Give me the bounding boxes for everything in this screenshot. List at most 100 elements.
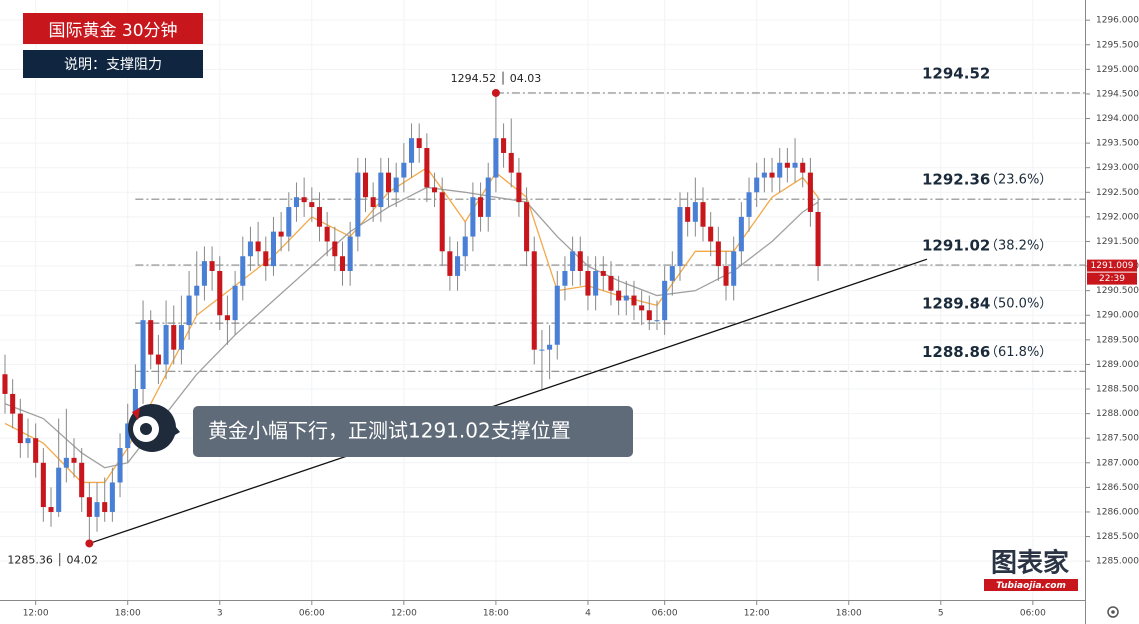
candle-body [662,280,668,321]
candle-body [56,467,62,512]
candle-body [255,241,261,252]
candle-body [40,462,46,508]
candle-body [462,236,468,257]
level-note: （50.0%） [985,297,1052,312]
candle-body [194,285,200,296]
candle-body [232,285,238,321]
y-tick-label: 1289.500 [1096,335,1139,345]
candle-body [815,211,821,267]
candle-body [416,138,422,149]
candle-body [769,172,775,178]
candle-body [692,202,698,222]
logo-name: 图表家 [991,548,1069,579]
candle-body [209,261,215,271]
y-tick-label: 1295.500 [1096,40,1139,50]
candle-body [401,162,407,178]
candle-body [316,207,323,227]
level-label: 1294.52 [922,64,990,82]
candle-body [17,413,23,444]
candle-body [623,295,629,301]
candle-body [347,236,353,271]
y-tick-label: 1288.000 [1096,409,1139,419]
candle-body [293,197,299,208]
candle-body [171,325,177,350]
candle-body [516,172,522,203]
candle-body [478,197,484,217]
y-tick-label: 1285.500 [1096,532,1139,542]
candle-body [616,290,622,301]
candle-body [86,497,92,517]
candle-body [708,226,714,242]
callout-text: 黄金小幅下行，正测试1291.02支撑位置 [208,419,571,443]
x-tick-label: 06:00 [299,609,325,619]
candle-body [608,275,614,291]
candle-body [738,216,744,252]
y-tick-label: 1288.500 [1096,385,1139,395]
candle-body [600,270,606,276]
y-tick-label: 1286.500 [1096,483,1139,493]
candle-body [278,231,284,237]
candle-body [155,354,161,365]
candle-body [501,138,507,153]
x-tick-label: 06:00 [652,609,678,619]
header-title: 国际黄金 30分钟 [23,13,203,44]
annotation-dot [491,88,500,97]
y-tick-label: 1296.000 [1096,16,1139,26]
candle-body [524,202,530,252]
candle-body [723,266,729,286]
candle-body [247,241,253,257]
candle-body [439,192,445,252]
candle-body [570,251,576,271]
candle-body [63,457,69,468]
x-tick-label: 06:00 [1020,609,1046,619]
y-tick-label: 1290.500 [1096,286,1139,296]
level-label: 1289.84 [922,295,990,313]
x-tick-label: 18:00 [836,609,862,619]
candle-body [270,231,276,267]
candle-body [240,256,246,286]
x-tick-label: 3 [217,609,223,619]
candle-body [761,172,767,178]
candle-body [408,138,415,163]
avatar-icon [128,404,180,452]
y-tick-label: 1292.500 [1096,188,1139,198]
candle-body [332,241,338,257]
y-tick-label: 1286.000 [1096,507,1139,517]
time-tag [1087,272,1137,285]
candle-body [117,448,123,483]
candle-body [201,261,207,286]
candle-body [531,251,537,350]
candle-body [547,344,553,350]
candle-body [132,389,138,424]
callout-box [193,406,633,457]
plot-area: 1294.52 1292.36（23.6%） 1291.02（38.2%） 1289.… [2,64,1085,566]
candle-body [470,197,476,237]
logo-bar [984,579,1078,591]
candle-body [685,207,691,222]
candle-body [631,295,637,306]
x-tick-label: 4 [585,609,591,619]
candle-body [715,241,721,267]
y-tick-label: 1291.500 [1096,237,1139,247]
settings-icon[interactable] [1107,606,1119,618]
level-note: （38.2%） [985,239,1052,254]
logo-site: Tubiaojia.com [996,581,1066,591]
candle-body [669,266,675,281]
candle-body [784,162,790,168]
candle-body [362,172,369,198]
candle-body [94,502,100,517]
candle-body [125,423,131,449]
candle-body [48,507,54,512]
candle-body [800,162,806,173]
candle-body [10,393,16,414]
candle-body [646,310,652,321]
y-tick-label: 1285.000 [1096,557,1139,567]
y-tick-label: 1289.000 [1096,360,1139,370]
level-label: 1291.02 [922,237,990,255]
candle-body [370,197,376,208]
candle-body [355,172,361,237]
x-tick-label: 18:00 [115,609,141,619]
y-tick-label: 1293.500 [1096,139,1139,149]
candle-body [224,315,230,321]
